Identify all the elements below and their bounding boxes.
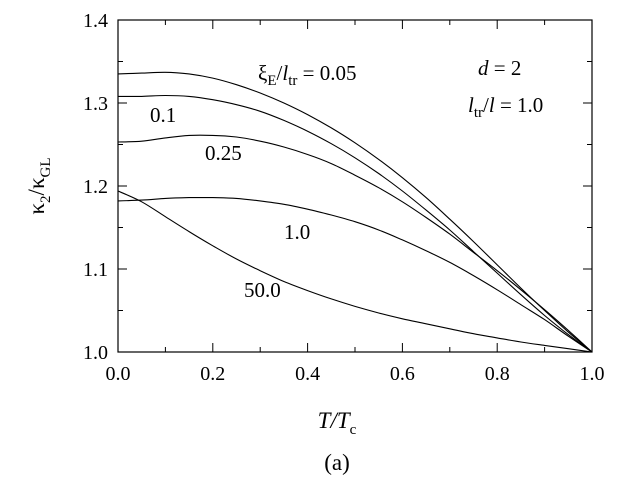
- series-line-2: [117, 134, 593, 353]
- y-axis-label: κ2/κGL: [24, 157, 54, 214]
- series-line-4: [117, 190, 593, 353]
- x-tick-label: 0.6: [390, 363, 415, 385]
- series-line-3: [117, 196, 593, 353]
- x-tick-label: 0.2: [200, 363, 225, 385]
- series-line-0: [117, 71, 593, 353]
- param-d: d = 2: [478, 56, 521, 80]
- curve-label-0.05: ξE/ltr = 0.05: [258, 61, 357, 89]
- series-lines: [117, 71, 593, 353]
- y-tick-label: 1.3: [83, 93, 108, 115]
- x-axis-label: T/Tc: [318, 408, 357, 438]
- y-tick-label: 1.2: [83, 176, 108, 198]
- y-tick-label: 1.1: [83, 259, 108, 281]
- x-tick-label: 1.0: [580, 363, 605, 385]
- curve-label-50.0: 50.0: [244, 278, 281, 302]
- curve-label-0.1: 0.1: [150, 103, 176, 127]
- tick-labels: 0.0 0.2 0.4 0.6 0.8 1.0 1.0 1.1 1.2 1.3 1.4: [83, 10, 605, 385]
- x-tick-label: 0.0: [106, 363, 131, 385]
- x-tick-label: 0.4: [295, 363, 320, 385]
- curve-label-0.25: 0.25: [205, 141, 242, 165]
- param-ltr-over-l: ltr/l = 1.0: [468, 93, 543, 121]
- series-line-1: [117, 94, 593, 353]
- y-tick-label: 1.4: [83, 10, 108, 32]
- x-tick-label: 0.8: [485, 363, 510, 385]
- curve-label-1.0: 1.0: [284, 220, 310, 244]
- figure-caption: (a): [324, 450, 350, 475]
- y-tick-label: 1.0: [83, 342, 108, 364]
